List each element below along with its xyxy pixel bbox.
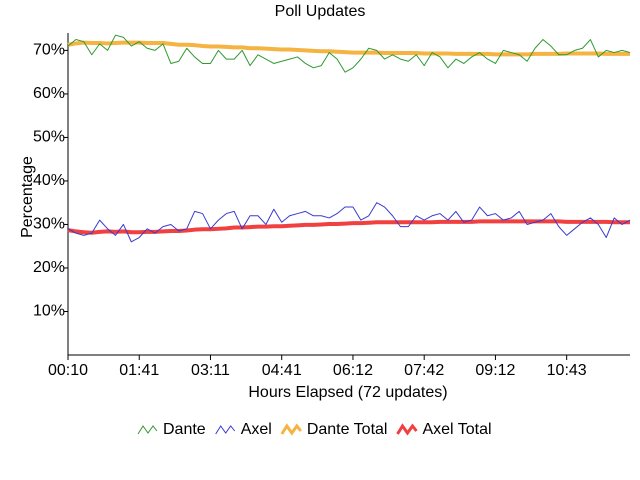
- x-tick-label: 07:42: [404, 362, 444, 379]
- x-tick-label: 09:12: [475, 362, 515, 379]
- legend-icon: [215, 425, 236, 435]
- x-tick-label: 01:41: [119, 362, 159, 379]
- legend-label: Dante: [163, 421, 206, 438]
- chart-title: Poll Updates: [275, 3, 366, 20]
- series-line: [67, 202, 631, 243]
- series-line: [67, 40, 630, 57]
- x-tick-label: 03:11: [191, 362, 230, 379]
- y-tick-label: 20%: [33, 259, 65, 276]
- legend-label: Axel Total: [422, 421, 491, 438]
- y-tick-label: 60%: [33, 85, 65, 102]
- series-line: [67, 34, 631, 73]
- x-tick-label: 00:10: [48, 362, 88, 379]
- legend-icon: [396, 423, 418, 436]
- y-tick-label: 70%: [33, 42, 65, 59]
- legend-label: Axel: [241, 421, 272, 438]
- y-tick-label: 10%: [33, 303, 65, 320]
- x-axis-title: Hours Elapsed (72 updates): [248, 384, 447, 401]
- x-tick-label: 10:43: [547, 362, 587, 379]
- legend-icon: [280, 423, 302, 436]
- series-line: [67, 219, 630, 235]
- y-tick-label: 30%: [33, 216, 65, 233]
- x-tick-label: 04:41: [262, 362, 302, 379]
- y-tick-label: 40%: [33, 172, 65, 189]
- legend-icon: [137, 425, 158, 435]
- y-tick-label: 50%: [33, 129, 65, 146]
- y-axis-title: Percentage: [19, 156, 36, 238]
- legend-label: Dante Total: [307, 421, 388, 438]
- x-tick-label: 06:12: [333, 362, 373, 379]
